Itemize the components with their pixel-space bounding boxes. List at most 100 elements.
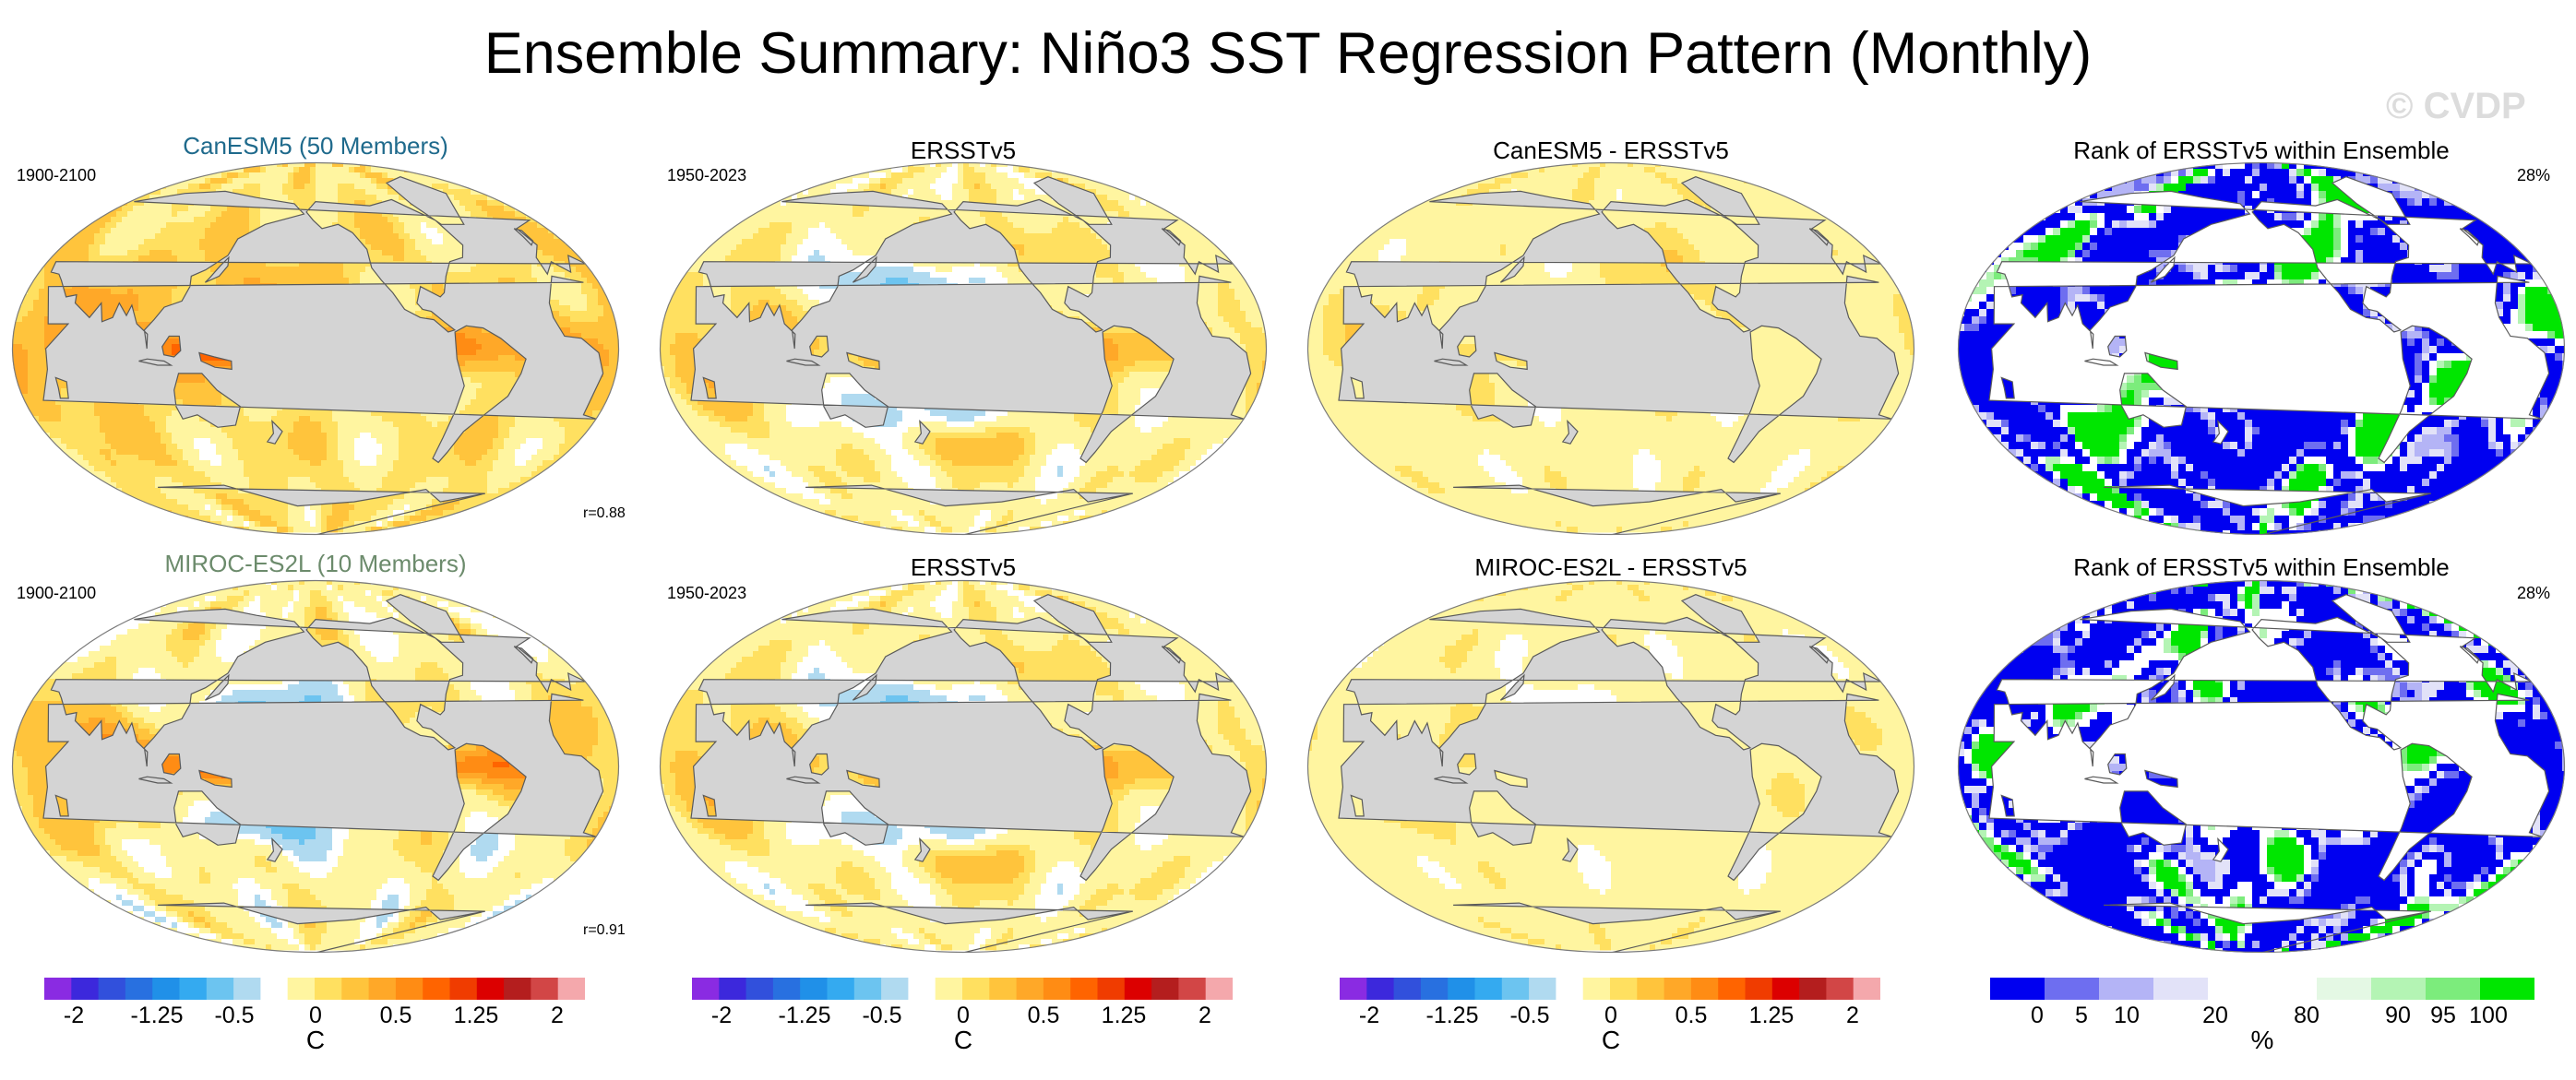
colorbar-sst-2 xyxy=(692,978,1233,1000)
land-mask xyxy=(1338,594,1900,953)
sst-bar-2-swatch xyxy=(908,978,936,1000)
sst-bar-3-swatch xyxy=(1664,978,1692,1000)
land-mask xyxy=(690,176,1252,535)
sst-bar-1-swatch xyxy=(233,978,261,1000)
sst-bar-1-swatch xyxy=(315,978,342,1000)
sst-bar-1-swatch xyxy=(152,978,180,1000)
rank-bar-swatch xyxy=(2371,978,2427,1000)
cb2-label-125: 1.25 xyxy=(1102,1003,1147,1028)
rank-unit: % xyxy=(2251,1026,2274,1055)
sst-bar-1-swatch xyxy=(395,978,423,1000)
sst-bar-2-swatch xyxy=(745,978,774,1000)
sst-bar-1-swatch xyxy=(260,978,289,1000)
sst-bar-2-swatch xyxy=(800,978,828,1000)
rank-bar-swatch xyxy=(2426,978,2481,1000)
map-ersst-regression-2 xyxy=(659,579,1268,954)
sst-bar-3-swatch xyxy=(1718,978,1746,1000)
sst-bar-1-swatch xyxy=(287,978,316,1000)
sst-bar-2-swatch xyxy=(853,978,882,1000)
sst-bar-2-swatch xyxy=(1097,978,1126,1000)
map-miroc-regression xyxy=(11,579,620,954)
sst-bar-1-swatch xyxy=(206,978,234,1000)
cb1-label-neg05: -0.5 xyxy=(214,1003,254,1028)
cb3-label-neg125: -1.25 xyxy=(1426,1003,1479,1028)
years-ersst-2: 1950-2023 xyxy=(667,584,746,602)
sst-bar-2-swatch xyxy=(719,978,746,1000)
rank-bar-swatch xyxy=(2317,978,2372,1000)
sst-bar-2-swatch xyxy=(1016,978,1044,1000)
rank-bar-swatch xyxy=(2153,978,2209,1000)
cb3-label-neg05: -0.5 xyxy=(1509,1003,1549,1028)
colorbar-sst-3 xyxy=(1340,978,1880,1000)
sst-bar-2-swatch xyxy=(692,978,720,1000)
map-canesm5-minus-ersst xyxy=(1306,161,1915,536)
rank-label-5: 5 xyxy=(2075,1003,2088,1028)
panel-title-canesm5-diff: CanESM5 - ERSSTv5 xyxy=(1326,136,1896,164)
sst-bar-1-swatch xyxy=(179,978,208,1000)
colorbar-rank xyxy=(1990,978,2534,1000)
cb2-label-05: 0.5 xyxy=(1028,1003,1060,1028)
cb3-label-neg2: -2 xyxy=(1359,1003,1379,1028)
sst-bar-3-swatch xyxy=(1474,978,1503,1000)
cb2-label-neg05: -0.5 xyxy=(862,1003,901,1028)
map-rank-miroc xyxy=(1957,579,2566,954)
panel-title-rank-2: Rank of ERSSTv5 within Ensemble xyxy=(1966,553,2557,581)
sst-bar-1-swatch xyxy=(98,978,126,1000)
cb1-unit: C xyxy=(306,1026,325,1055)
years-ersst-1: 1950-2023 xyxy=(667,166,746,184)
cb1-label-05: 0.5 xyxy=(380,1003,412,1028)
sst-bar-3-swatch xyxy=(1501,978,1530,1000)
rank-label-90: 90 xyxy=(2385,1003,2411,1028)
sst-bar-3-swatch xyxy=(1690,978,1719,1000)
sst-bar-1-swatch xyxy=(504,978,531,1000)
sst-bar-1-swatch xyxy=(44,978,72,1000)
rank-label-95: 95 xyxy=(2430,1003,2456,1028)
cb3-label-125: 1.25 xyxy=(1749,1003,1795,1028)
sst-bar-2-swatch xyxy=(1124,978,1152,1000)
rank-label-20: 20 xyxy=(2202,1003,2228,1028)
panel-title-ersst-1: ERSSTv5 xyxy=(678,136,1248,164)
map-boundary xyxy=(1306,161,1915,536)
cb3-unit: C xyxy=(1602,1026,1620,1055)
cb2-unit: C xyxy=(954,1026,972,1055)
rank-percent-2: 28% xyxy=(2517,584,2550,602)
rank-percent-1: 28% xyxy=(2517,166,2550,184)
sst-bar-3-swatch xyxy=(1799,978,1827,1000)
map-miroc-minus-ersst xyxy=(1306,579,1915,954)
sst-bar-1-swatch xyxy=(557,978,585,1000)
sst-bar-3-swatch xyxy=(1366,978,1394,1000)
sst-bar-3-swatch xyxy=(1771,978,1800,1000)
sst-bar-1-swatch xyxy=(476,978,505,1000)
land-mask xyxy=(1988,594,2550,953)
sst-bar-3-swatch xyxy=(1582,978,1611,1000)
cb1-label-0: 0 xyxy=(309,1003,322,1028)
cb3-label-0: 0 xyxy=(1604,1003,1617,1028)
sst-bar-2-swatch xyxy=(935,978,963,1000)
sst-bar-3-swatch xyxy=(1556,978,1584,1000)
map-boundary xyxy=(659,579,1268,954)
sst-bar-2-swatch xyxy=(962,978,990,1000)
sst-bar-3-swatch xyxy=(1745,978,1773,1000)
map-rank-canesm5 xyxy=(1957,161,2566,536)
sst-bar-2-swatch xyxy=(827,978,855,1000)
cb2-label-2: 2 xyxy=(1199,1003,1211,1028)
sst-bar-2-swatch xyxy=(1070,978,1098,1000)
sst-bar-1-swatch xyxy=(341,978,369,1000)
rank-bar-swatch xyxy=(2045,978,2100,1000)
panel-title-canesm5: CanESM5 (50 Members) xyxy=(30,132,601,160)
rank-label-80: 80 xyxy=(2294,1003,2320,1028)
sst-bar-2-swatch xyxy=(772,978,801,1000)
years-canesm5: 1900-2100 xyxy=(17,166,96,184)
sst-bar-1-swatch xyxy=(368,978,397,1000)
sst-bar-2-swatch xyxy=(1178,978,1207,1000)
cb2-label-neg2: -2 xyxy=(711,1003,732,1028)
cb2-label-neg125: -1.25 xyxy=(779,1003,831,1028)
cvdp-watermark: © CVDP xyxy=(2386,85,2526,127)
rank-label-100: 100 xyxy=(2469,1003,2508,1028)
sst-bar-3-swatch xyxy=(1448,978,1475,1000)
map-canesm5-regression xyxy=(11,161,620,536)
panel-title-miroc: MIROC-ES2L (10 Members) xyxy=(30,550,601,577)
cb3-label-05: 0.5 xyxy=(1676,1003,1708,1028)
panel-title-rank-1: Rank of ERSSTv5 within Ensemble xyxy=(1966,136,2557,164)
sst-bar-1-swatch xyxy=(449,978,478,1000)
